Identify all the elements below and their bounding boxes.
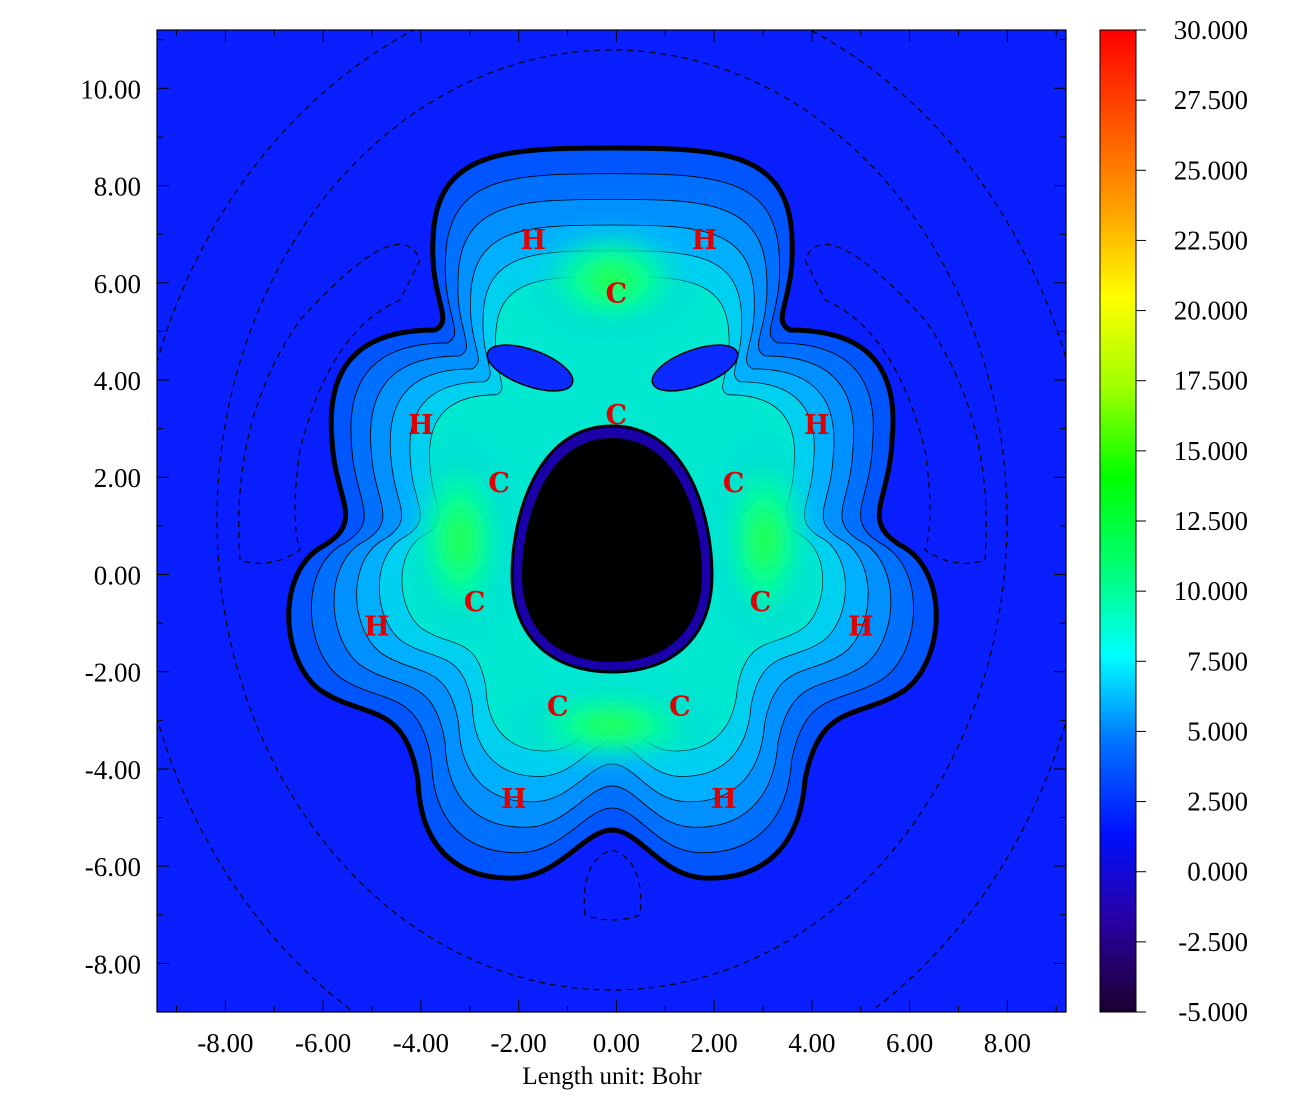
y-tick-label: 8.00 xyxy=(94,172,141,202)
density-lobe xyxy=(405,430,515,650)
outer-dashed-contours xyxy=(157,30,1066,1012)
x-axis: -8.00 -6.00 -4.00 -2.00 0.00 2.00 4.00 6.00 8.00 xyxy=(176,30,1057,1058)
colorbar-tick-label: 20.000 xyxy=(1174,296,1248,326)
colorbar-tick-label: -2.500 xyxy=(1178,927,1248,957)
colorbar-tick-label: 30.000 xyxy=(1174,15,1248,45)
molecule-density xyxy=(286,145,939,881)
colorbar-tick-label: 17.500 xyxy=(1174,366,1248,396)
colorbar-tick-label: 5.000 xyxy=(1187,716,1248,746)
y-tick-label: 2.00 xyxy=(94,463,141,493)
atom-label-c: C xyxy=(723,468,745,499)
y-tick-label: -8.00 xyxy=(85,949,141,979)
atom-label-c: C xyxy=(606,279,628,310)
atom-label-c: C xyxy=(750,587,772,618)
atom-label-c: C xyxy=(488,468,510,499)
atom-label-c: C xyxy=(547,692,569,723)
void-region xyxy=(486,344,574,392)
y-tick-label: -6.00 xyxy=(85,852,141,882)
atom-label-c: C xyxy=(606,400,628,431)
atom-label-h: H xyxy=(501,784,527,815)
x-tick-label: 2.00 xyxy=(691,1028,738,1058)
atom-labels: C H H C H H C C C C H H C C H H xyxy=(364,225,873,815)
density-lobe xyxy=(522,220,702,340)
atom-label-c: C xyxy=(464,587,486,618)
colorbar-tick-label: 10.000 xyxy=(1174,576,1248,606)
x-tick-label: -4.00 xyxy=(393,1028,449,1058)
x-tick-label: 6.00 xyxy=(886,1028,933,1058)
y-tick-label: 6.00 xyxy=(94,269,141,299)
x-tick-label: -2.00 xyxy=(491,1028,547,1058)
atom-label-h: H xyxy=(711,784,737,815)
x-tick-label: 0.00 xyxy=(593,1028,640,1058)
atom-label-h: H xyxy=(692,225,718,256)
atom-label-h: H xyxy=(804,410,830,441)
colorbar-tick-label: 25.000 xyxy=(1174,155,1248,185)
negative-region-core xyxy=(522,438,702,662)
colorbar-tick-label: 2.500 xyxy=(1187,787,1248,817)
colorbar-tick-label: 12.500 xyxy=(1174,506,1248,536)
atom-label-c: C xyxy=(669,692,691,723)
x-tick-label: -8.00 xyxy=(197,1028,253,1058)
colorbar-tick-label: -5.000 xyxy=(1178,997,1248,1027)
y-axis: 10.00 8.00 6.00 4.00 2.00 0.00 -2.00 -4.00 -6.00… xyxy=(80,39,1066,1013)
plot-area: C H H C H H C C C C H H C C H H xyxy=(157,30,1066,1012)
x-tick-label: 4.00 xyxy=(788,1028,835,1058)
colorbar-tick-label: 15.000 xyxy=(1174,436,1248,466)
colorbar-tick-label: 27.500 xyxy=(1174,85,1248,115)
colorbar-tick-label: 7.500 xyxy=(1187,646,1248,676)
x-axis-title: Length unit: Bohr xyxy=(522,1063,702,1090)
density-lobe xyxy=(502,680,722,770)
colorbar-gradient xyxy=(1099,29,1137,1013)
colorbar-ticks: 30.000 27.500 25.000 22.500 20.000 17.500 15.0… xyxy=(1136,15,1248,1027)
colorbar-tick-label: 0.000 xyxy=(1187,857,1248,887)
y-tick-label: -4.00 xyxy=(85,755,141,785)
colorbar: 30.000 27.500 25.000 22.500 20.000 17.500 15.0… xyxy=(1099,15,1248,1027)
x-tick-label: -6.00 xyxy=(295,1028,351,1058)
density-lobe xyxy=(710,430,820,650)
y-tick-label: 0.00 xyxy=(94,560,141,590)
x-tick-label: 8.00 xyxy=(984,1028,1031,1058)
atom-label-h: H xyxy=(364,612,390,643)
y-tick-label: -2.00 xyxy=(85,658,141,688)
atom-label-h: H xyxy=(848,612,874,643)
atom-label-h: H xyxy=(521,225,547,256)
colorbar-tick-label: 22.500 xyxy=(1174,225,1248,255)
plot-frame xyxy=(156,29,1067,1013)
y-tick-label: 4.00 xyxy=(94,366,141,396)
y-tick-label: 10.00 xyxy=(80,74,141,104)
void-region xyxy=(651,344,739,392)
atom-label-h: H xyxy=(408,410,434,441)
